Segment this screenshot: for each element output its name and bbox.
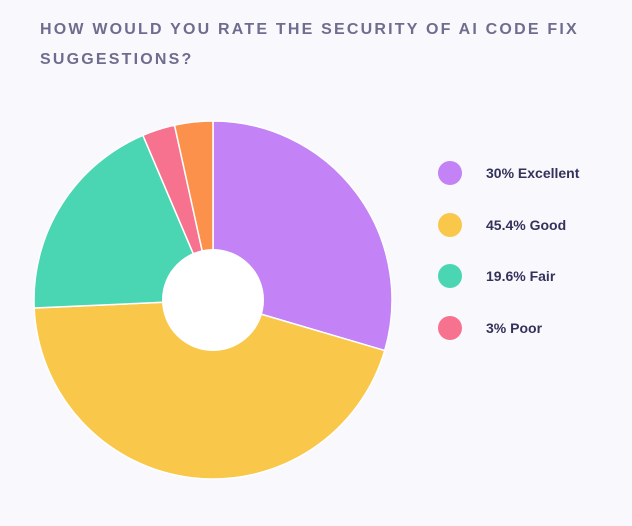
legend-item-fair[interactable]: 19.6% Fair (438, 263, 579, 289)
pie-slice-fair[interactable] (33, 134, 214, 309)
legend-label-good: 45.4% Good (486, 216, 567, 233)
legend-swatch-excellent (438, 161, 462, 185)
legend-swatch-good (438, 212, 462, 237)
legend-label-poor: 3% Poor (486, 319, 543, 336)
chart-legend: 30% Excellent 45.4% Good 19.6% Fair 3% P… (438, 160, 579, 366)
pie-slice-good[interactable] (33, 299, 386, 480)
legend-swatch-fair (438, 264, 462, 288)
legend-swatch-poor (438, 315, 462, 340)
legend-item-excellent[interactable]: 30% Excellent (438, 160, 579, 186)
legend-label-fair: 19.6% Fair (486, 268, 556, 284)
legend-item-poor[interactable]: 3% Poor (438, 315, 579, 341)
chart-title: HOW WOULD YOU RATE THE SECURITY OF AI CO… (40, 21, 579, 68)
legend-label-excellent: 30% Excellent (486, 165, 580, 181)
donut-hole (162, 249, 264, 351)
legend-item-good[interactable]: 45.4% Good (438, 212, 579, 238)
